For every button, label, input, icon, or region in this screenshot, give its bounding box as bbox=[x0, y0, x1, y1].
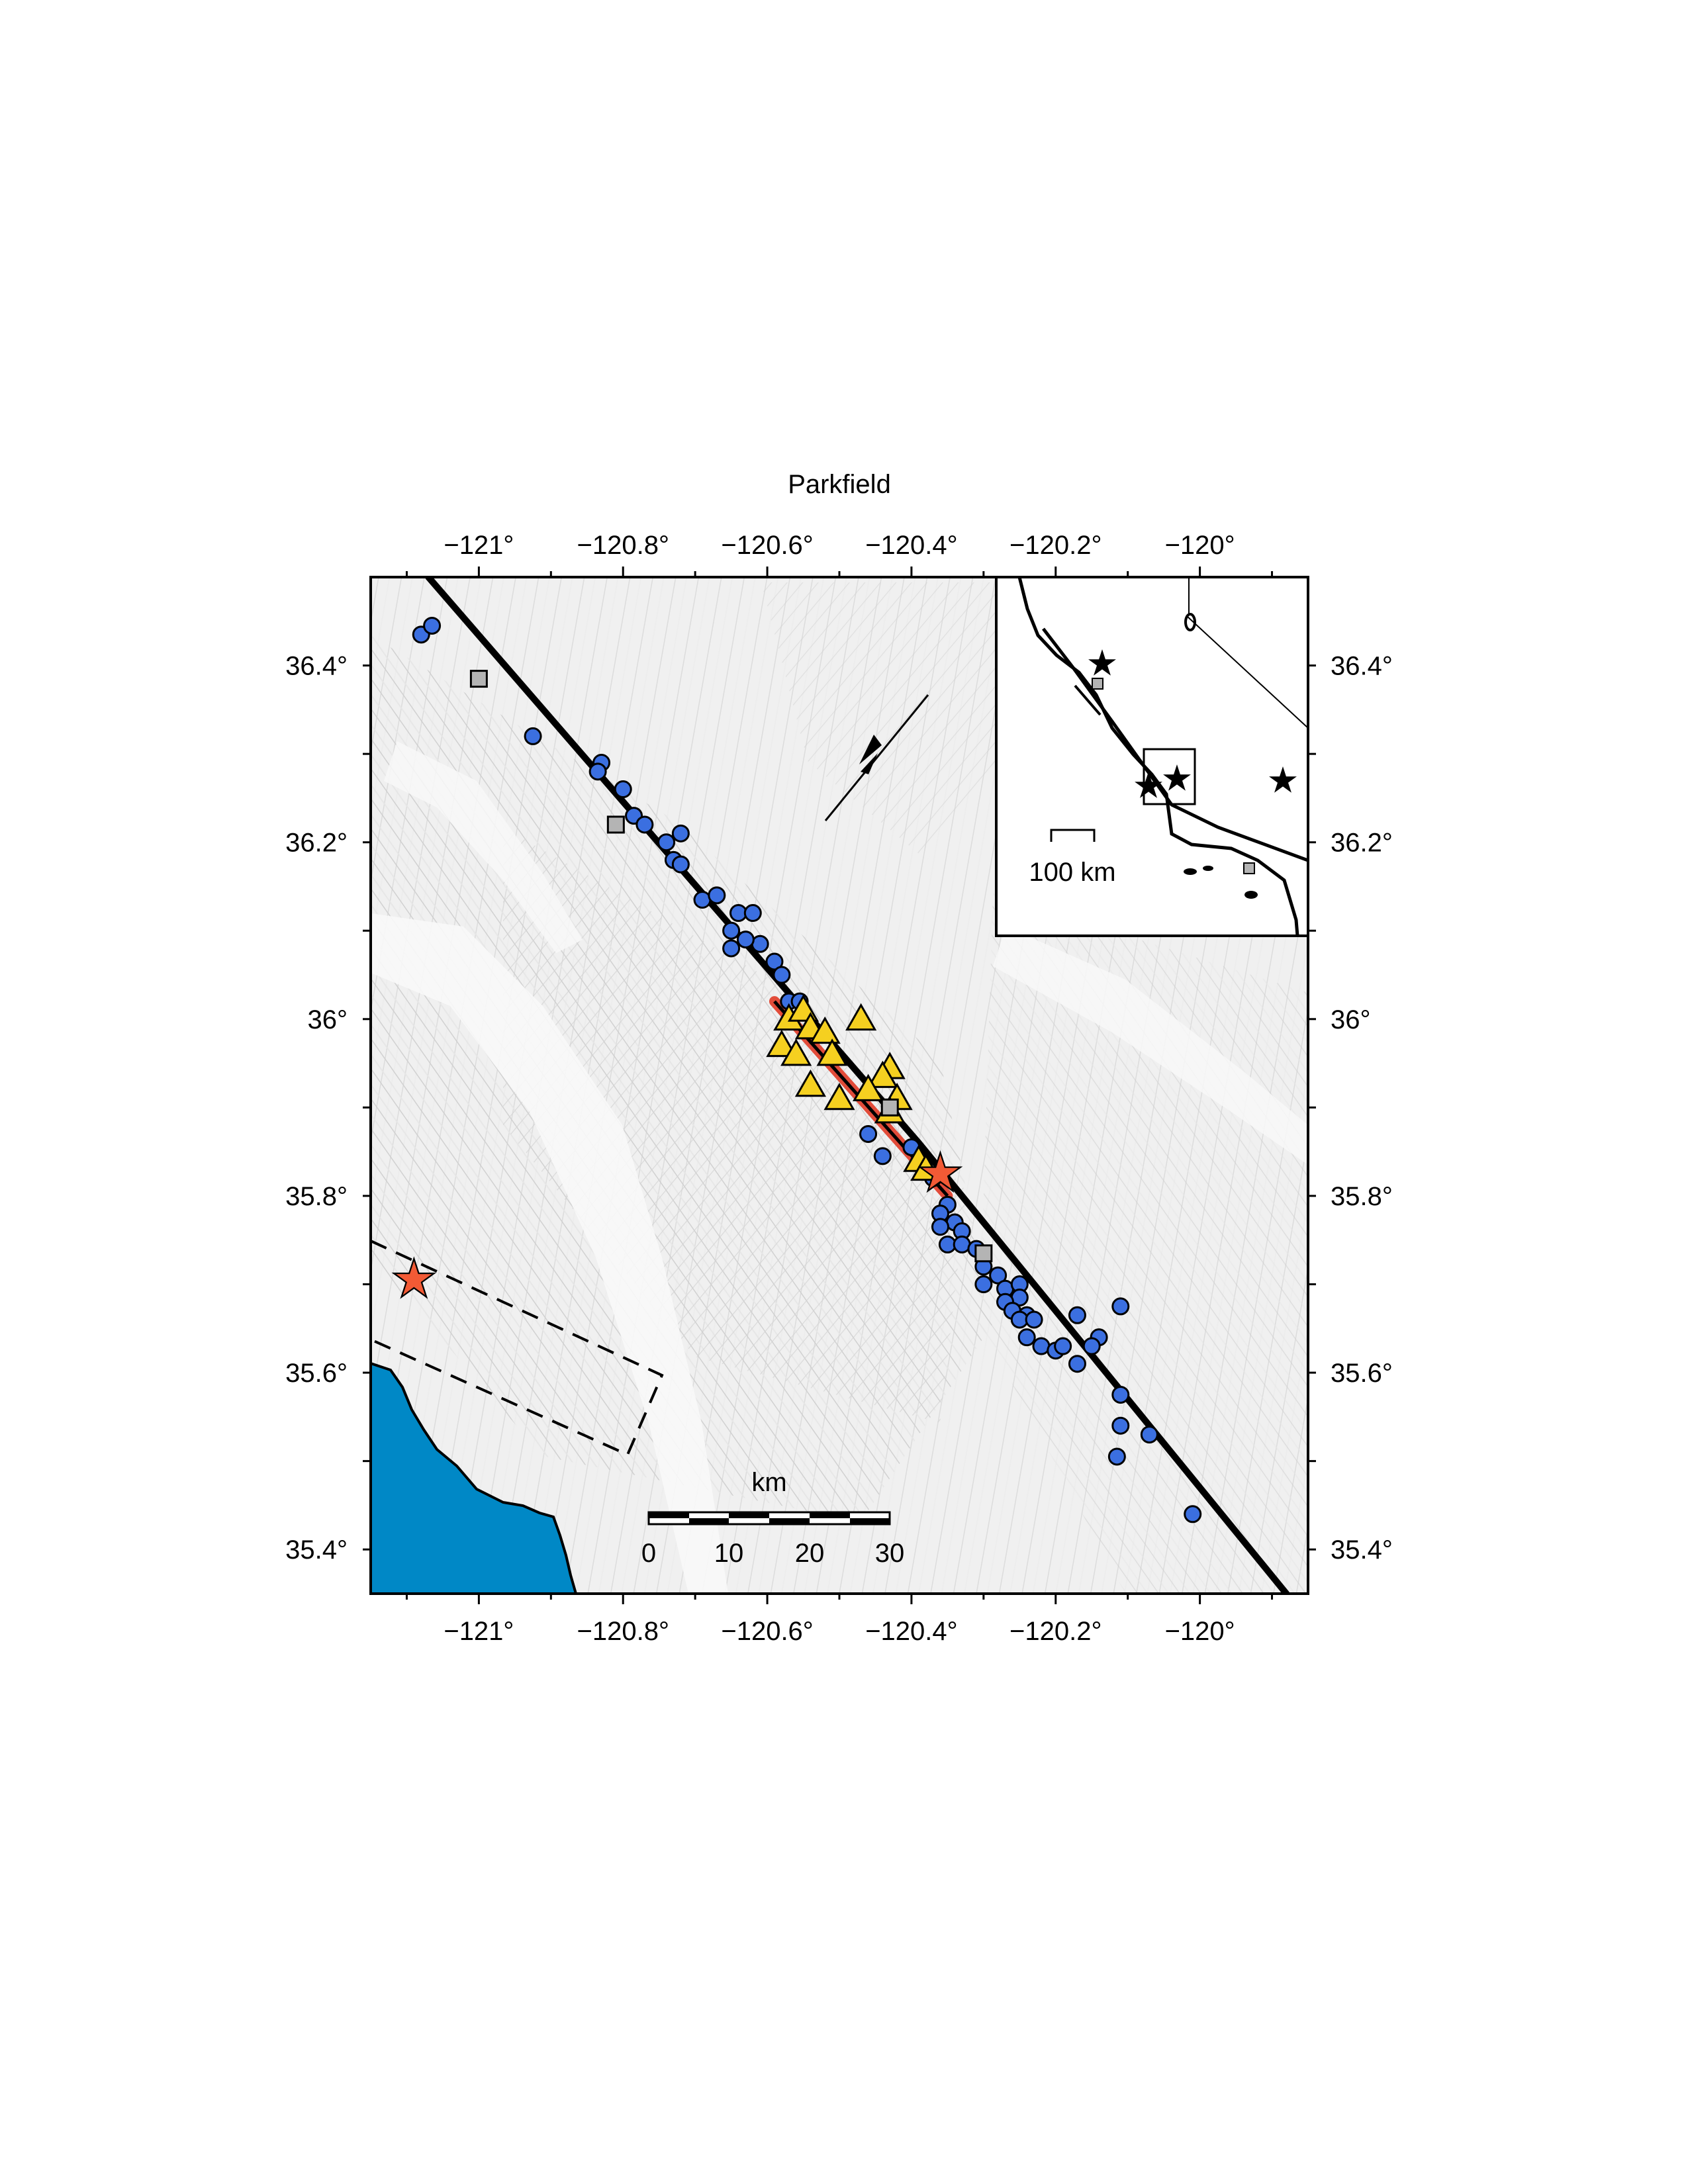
arrow-head-icon bbox=[859, 735, 882, 764]
marker-layer bbox=[391, 616, 1202, 1524]
earthquake-circle-marker[interactable] bbox=[524, 727, 542, 745]
inset-square-icon bbox=[1243, 862, 1255, 874]
x-tick-label-top: −120.4° bbox=[865, 531, 957, 560]
y-tick-label-right: 36.4° bbox=[1331, 652, 1393, 681]
earthquake-circle-marker[interactable] bbox=[1111, 1385, 1130, 1404]
earthquake-circle-marker[interactable] bbox=[1068, 1306, 1086, 1324]
x-tick-label-top: −120.8° bbox=[577, 531, 669, 560]
y-tick-label-left: 36.4° bbox=[285, 652, 348, 681]
earthquake-circle-marker[interactable] bbox=[1111, 1297, 1130, 1316]
y-tick-label-left: 35.4° bbox=[285, 1535, 348, 1565]
earthquake-circle-marker[interactable] bbox=[1107, 1447, 1126, 1466]
earthquake-circle-marker[interactable] bbox=[773, 966, 791, 984]
earthquake-circle-marker[interactable] bbox=[671, 855, 690, 874]
earthquake-circle-marker[interactable] bbox=[635, 815, 654, 834]
station-triangle-marker[interactable] bbox=[816, 1038, 848, 1066]
axis-ticks: −121° −121° −120.8° −120.8° −120.6° −120.6° −1… bbox=[285, 531, 1393, 1646]
station-triangle-marker[interactable] bbox=[823, 1083, 855, 1111]
y-tick-label-right: 36° bbox=[1331, 1005, 1371, 1034]
earthquake-circle-marker[interactable] bbox=[1111, 1416, 1130, 1435]
x-tick-label-top: −120° bbox=[1165, 531, 1235, 560]
y-tick-label-left: 35.6° bbox=[285, 1359, 348, 1388]
earthquake-circle-marker[interactable] bbox=[931, 1218, 949, 1236]
earthquake-circle-marker[interactable] bbox=[1184, 1505, 1202, 1524]
station-triangle-marker[interactable] bbox=[766, 1029, 798, 1058]
earthquake-circle-marker[interactable] bbox=[989, 1266, 1008, 1285]
town-square-marker[interactable] bbox=[974, 1244, 993, 1263]
earthquake-circle-marker[interactable] bbox=[657, 833, 676, 852]
scale-bar-unit: km bbox=[751, 1468, 786, 1497]
inset-square-icon bbox=[1092, 678, 1103, 690]
earthquake-circle-marker[interactable] bbox=[736, 931, 755, 949]
earthquake-circle-marker[interactable] bbox=[722, 939, 741, 958]
earthquake-circle-marker[interactable] bbox=[1140, 1426, 1158, 1444]
station-triangle-marker[interactable] bbox=[845, 1003, 877, 1031]
earthquake-circle-marker[interactable] bbox=[765, 952, 784, 971]
compression-arrows bbox=[824, 694, 929, 821]
arrow-head-icon bbox=[861, 753, 878, 774]
station-triangle-marker[interactable] bbox=[809, 1016, 841, 1044]
earthquake-circle-marker[interactable] bbox=[1025, 1310, 1043, 1329]
earthquake-circle-marker[interactable] bbox=[588, 762, 607, 781]
scale-tick-label: 20 bbox=[795, 1539, 825, 1568]
y-tick-label-left: 36.2° bbox=[285, 829, 348, 858]
x-tick-label-bottom: −120° bbox=[1165, 1617, 1235, 1646]
earthquake-circle-marker[interactable] bbox=[671, 824, 690, 842]
y-tick-label-right: 35.6° bbox=[1331, 1359, 1393, 1388]
x-tick-label-bottom: −120.2° bbox=[1009, 1617, 1102, 1646]
earthquake-circle-marker[interactable] bbox=[722, 921, 741, 940]
earthquake-circle-marker[interactable] bbox=[1082, 1337, 1101, 1355]
earthquake-circle-marker[interactable] bbox=[423, 616, 442, 635]
scale-tick-label: 0 bbox=[641, 1539, 656, 1568]
scale-bar: km 0 10 20 30 bbox=[641, 1468, 904, 1568]
inset-star-icon bbox=[1135, 772, 1162, 798]
y-tick-label-right: 35.8° bbox=[1331, 1182, 1393, 1211]
y-tick-label-right: 36.2° bbox=[1331, 829, 1393, 858]
inset-map[interactable]: 100 km bbox=[995, 576, 1309, 937]
inset-coastline: 100 km bbox=[1017, 577, 1308, 936]
inset-scale-bar bbox=[1050, 829, 1096, 842]
station-triangle-marker[interactable] bbox=[867, 1060, 898, 1088]
x-tick-label-top: −120.6° bbox=[721, 531, 813, 560]
inset-star-icon bbox=[1088, 649, 1116, 676]
y-tick-label-left: 35.8° bbox=[285, 1182, 348, 1211]
station-triangle-marker[interactable] bbox=[780, 1038, 812, 1066]
earthquake-circle-marker[interactable] bbox=[1068, 1355, 1086, 1373]
inset-locator-box bbox=[1143, 748, 1196, 805]
x-tick-label-top: −120.2° bbox=[1009, 531, 1102, 560]
earthquake-circle-marker[interactable] bbox=[974, 1275, 993, 1294]
earthquake-circle-marker[interactable] bbox=[859, 1124, 878, 1143]
town-square-marker[interactable] bbox=[469, 670, 488, 688]
station-triangle-marker[interactable] bbox=[852, 1073, 884, 1101]
earthquake-circle-marker[interactable] bbox=[873, 1147, 892, 1165]
x-tick-label-bottom: −120.6° bbox=[721, 1617, 813, 1646]
earthquake-circle-marker[interactable] bbox=[743, 904, 762, 923]
inset-star-icon bbox=[1163, 764, 1191, 791]
scale-tick-label: 30 bbox=[875, 1539, 905, 1568]
epicenter-star-icon[interactable] bbox=[391, 1256, 437, 1299]
inset-scale-label: 100 km bbox=[1029, 858, 1115, 887]
inset-star-icon bbox=[1269, 766, 1297, 793]
earthquake-circle-marker[interactable] bbox=[708, 886, 726, 905]
earthquake-circle-marker[interactable] bbox=[1017, 1328, 1036, 1347]
earthquake-circle-marker[interactable] bbox=[614, 780, 632, 799]
scale-tick-label: 10 bbox=[714, 1539, 744, 1568]
x-tick-label-top: −121° bbox=[444, 531, 514, 560]
x-tick-label-bottom: −120.8° bbox=[577, 1617, 669, 1646]
x-tick-label-bottom: −120.4° bbox=[865, 1617, 957, 1646]
town-square-marker[interactable] bbox=[606, 815, 625, 834]
pacific-ocean bbox=[371, 1361, 578, 1594]
y-tick-label-right: 35.4° bbox=[1331, 1535, 1393, 1565]
x-tick-label-bottom: −121° bbox=[444, 1617, 514, 1646]
epicenter-star-icon[interactable] bbox=[917, 1150, 963, 1193]
map-title: Parkfield bbox=[788, 470, 891, 499]
study-area-box bbox=[371, 1240, 664, 1457]
town-square-marker[interactable] bbox=[880, 1098, 899, 1116]
station-triangle-marker[interactable] bbox=[794, 1069, 827, 1097]
y-tick-label-left: 36° bbox=[308, 1005, 348, 1034]
earthquake-circle-marker[interactable] bbox=[1054, 1337, 1072, 1355]
